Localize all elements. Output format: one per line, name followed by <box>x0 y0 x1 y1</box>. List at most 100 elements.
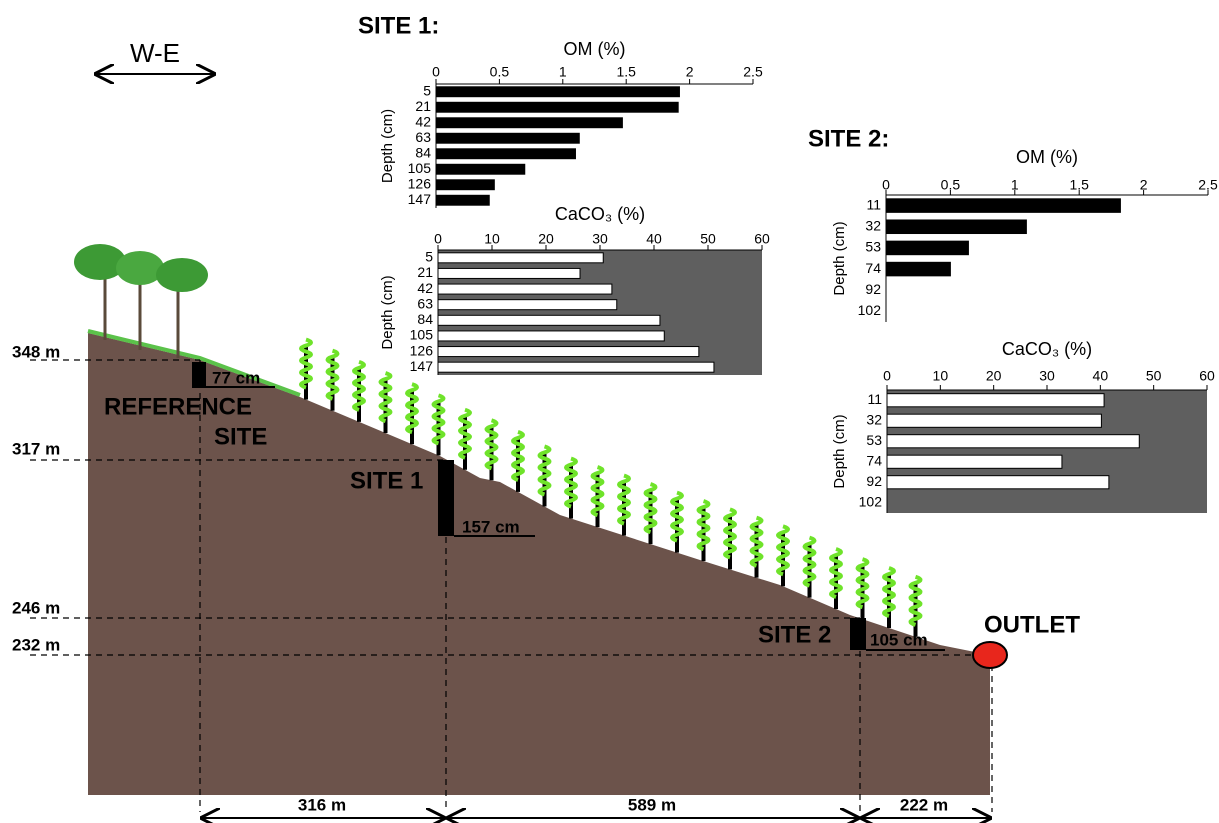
x-tick-label: 20 <box>538 231 554 247</box>
x-tick-label: 0.5 <box>941 177 961 193</box>
x-tick-label: 20 <box>986 368 1002 384</box>
x-tick-label: 10 <box>484 231 500 247</box>
vine-foliage <box>805 538 815 586</box>
vine-foliage <box>672 493 682 541</box>
y-tick-label: 5 <box>423 82 431 98</box>
bar <box>886 199 1120 213</box>
y-tick-label: 126 <box>408 175 432 191</box>
bar <box>886 241 968 255</box>
bar <box>887 414 1101 427</box>
x-tick-label: 50 <box>700 231 716 247</box>
y-axis-label: Depth (cm) <box>831 414 848 488</box>
bar <box>438 253 603 263</box>
vine-foliage <box>434 395 444 443</box>
site-label: SITE 1 <box>350 467 423 494</box>
x-tick-label: 10 <box>933 368 949 384</box>
vine-foliage <box>831 549 841 597</box>
x-tick-label: 30 <box>1039 368 1055 384</box>
outlet-marker <box>973 642 1007 668</box>
bar <box>436 87 679 97</box>
bar <box>887 476 1109 489</box>
chart-title: OM (%) <box>1016 147 1078 167</box>
y-tick-label: 11 <box>867 391 882 407</box>
bar <box>886 262 950 276</box>
vine-foliage <box>381 373 391 421</box>
elevation-label: 246 m <box>12 598 60 617</box>
y-axis-label: Depth (cm) <box>379 109 396 183</box>
x-tick-label: 40 <box>646 231 662 247</box>
site2-profile <box>850 618 866 650</box>
y-tick-label: 32 <box>865 217 881 233</box>
distance-label: 589 m <box>628 795 676 814</box>
vine-foliage <box>540 446 550 494</box>
bar <box>438 347 699 357</box>
x-tick-label: 0 <box>434 231 442 247</box>
vine-foliage <box>593 467 603 515</box>
y-tick-label: 105 <box>408 160 432 176</box>
y-axis-label: Depth (cm) <box>831 221 848 295</box>
y-tick-label: 32 <box>866 411 882 427</box>
x-tick-label: 2 <box>1140 177 1148 193</box>
vine-foliage <box>354 362 364 410</box>
x-tick-label: 1 <box>1011 177 1019 193</box>
heading: SITE 2: <box>808 125 889 152</box>
y-tick-label: 102 <box>858 302 882 318</box>
vine-foliage <box>725 509 735 557</box>
depth-label: 105 cm <box>870 630 928 649</box>
chart-title: OM (%) <box>564 39 626 59</box>
bar <box>436 133 579 143</box>
y-tick-label: 105 <box>410 327 434 343</box>
bar <box>436 149 575 159</box>
vine-foliage <box>513 432 523 480</box>
x-tick-label: 50 <box>1146 368 1162 384</box>
bar <box>887 435 1139 448</box>
bar <box>887 455 1062 468</box>
vine-foliage <box>699 501 709 549</box>
vine-foliage <box>460 410 470 458</box>
vine-foliage <box>646 484 656 532</box>
bar <box>438 362 714 372</box>
elevation-label: 232 m <box>12 635 60 654</box>
x-tick-label: 1 <box>559 64 567 80</box>
y-tick-label: 63 <box>415 129 431 145</box>
bar <box>438 300 617 310</box>
vine-foliage <box>752 518 762 566</box>
x-tick-label: 1.5 <box>1069 177 1089 193</box>
y-tick-label: 21 <box>415 98 431 114</box>
distance-label: 222 m <box>900 795 948 814</box>
x-tick-label: 0 <box>883 368 891 384</box>
bar <box>887 394 1104 407</box>
site-label: SITE 2 <box>758 621 831 648</box>
y-axis-label: Depth (cm) <box>379 275 396 349</box>
vine-foliage <box>619 476 629 524</box>
x-tick-label: 0 <box>882 177 890 193</box>
x-tick-label: 2.5 <box>743 64 763 80</box>
y-tick-label: 84 <box>417 311 433 327</box>
x-tick-label: 1.5 <box>616 64 636 80</box>
site-label: SITE <box>214 423 267 450</box>
bar <box>436 180 494 190</box>
vine-foliage <box>858 559 868 607</box>
x-tick-label: 30 <box>592 231 608 247</box>
vine-foliage <box>301 340 311 388</box>
y-tick-label: 92 <box>865 281 881 297</box>
direction-label: W-E <box>130 38 180 68</box>
y-tick-label: 63 <box>417 295 433 311</box>
y-tick-label: 21 <box>417 264 433 280</box>
chart-title: CaCO₃ (%) <box>1002 339 1092 359</box>
vine-foliage <box>884 568 894 616</box>
vine-foliage <box>566 459 576 507</box>
site-label: REFERENCE <box>104 393 252 420</box>
vine-foliage <box>911 577 921 625</box>
y-tick-label: 42 <box>415 113 431 129</box>
bar <box>438 331 664 341</box>
depth-label: 77 cm <box>212 368 260 387</box>
depth-label: 157 cm <box>462 517 520 536</box>
y-tick-label: 11 <box>866 196 881 212</box>
bar <box>886 220 1026 234</box>
site1-profile <box>438 460 454 536</box>
x-tick-label: 60 <box>754 231 770 247</box>
x-tick-label: 2.5 <box>1198 177 1218 193</box>
y-tick-label: 102 <box>859 493 883 509</box>
y-tick-label: 53 <box>866 432 882 448</box>
